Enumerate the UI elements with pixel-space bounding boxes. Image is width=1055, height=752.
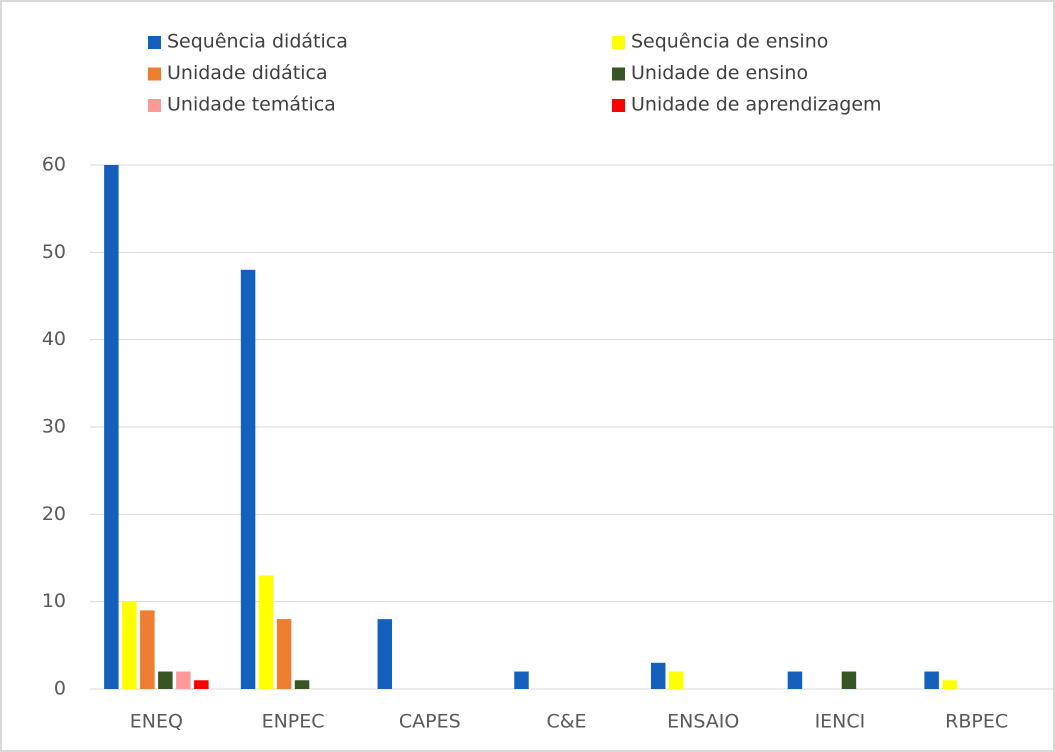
legend-label: Unidade de ensino bbox=[631, 62, 808, 84]
x-tick-label: CAPES bbox=[399, 711, 461, 733]
y-tick-label: 30 bbox=[42, 416, 66, 438]
legend-label: Unidade didática bbox=[167, 62, 328, 84]
bar bbox=[122, 601, 137, 689]
bar bbox=[176, 671, 191, 689]
legend-label: Unidade temática bbox=[167, 94, 336, 116]
bar bbox=[240, 269, 256, 689]
x-tick-label: C&E bbox=[546, 711, 586, 733]
y-tick-label: 10 bbox=[42, 590, 66, 612]
x-tick-label: IENCI bbox=[815, 711, 866, 733]
bar bbox=[787, 671, 803, 689]
bar bbox=[650, 662, 666, 689]
bar bbox=[258, 575, 274, 689]
bar bbox=[942, 680, 957, 689]
legend-label: Sequência didática bbox=[167, 31, 348, 53]
y-tick-label: 0 bbox=[54, 678, 66, 700]
legend: Sequência didática Sequência de ensino Uni… bbox=[148, 31, 882, 116]
bar bbox=[924, 671, 939, 689]
bar bbox=[194, 680, 209, 689]
y-tick-label: 60 bbox=[42, 154, 66, 176]
y-tick-label: 40 bbox=[42, 328, 66, 350]
bar bbox=[276, 619, 292, 689]
legend-swatch bbox=[612, 36, 625, 49]
x-tick-label: RBPEC bbox=[945, 711, 1008, 733]
legend-swatch bbox=[612, 67, 625, 81]
bar bbox=[377, 619, 393, 689]
bar bbox=[140, 610, 155, 689]
bar bbox=[668, 671, 684, 689]
legend-label: Unidade de aprendizagem bbox=[631, 94, 882, 116]
legend-label: Sequência de ensino bbox=[631, 31, 828, 53]
bar bbox=[841, 671, 857, 689]
bar bbox=[294, 680, 310, 689]
bar bbox=[104, 165, 119, 689]
legend-swatch bbox=[148, 67, 161, 81]
x-tick-label: ENSAIO bbox=[667, 711, 739, 733]
y-tick-label: 20 bbox=[42, 503, 66, 525]
legend-swatch bbox=[148, 36, 161, 49]
legend-swatch bbox=[148, 99, 161, 112]
y-tick-label: 50 bbox=[42, 241, 66, 263]
legend-swatch bbox=[612, 99, 625, 112]
bar bbox=[514, 671, 529, 689]
x-tick-label: ENPEC bbox=[262, 711, 325, 733]
bar bbox=[158, 671, 173, 689]
x-tick-label: ENEQ bbox=[130, 711, 183, 733]
